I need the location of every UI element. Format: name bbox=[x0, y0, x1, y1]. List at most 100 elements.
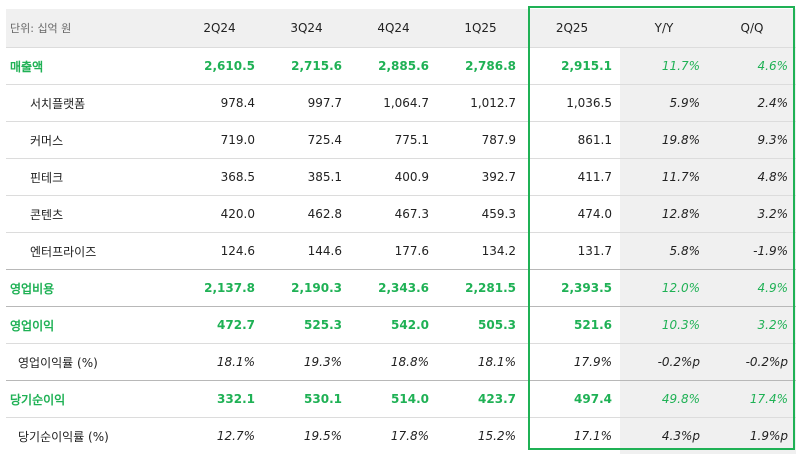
col-header: 4Q24 bbox=[377, 21, 410, 35]
cell: 2,885.6 bbox=[378, 59, 429, 73]
cell: 787.9 bbox=[481, 133, 516, 147]
cell: 4.3%p bbox=[620, 418, 708, 454]
cell: 385.1 bbox=[307, 170, 342, 184]
cell: 144.6 bbox=[307, 244, 342, 258]
table-row: 당기순이익률 (%) 12.7% 19.5% 17.8% 15.2% 17.1%… bbox=[6, 418, 796, 454]
cell: 423.7 bbox=[478, 392, 516, 406]
row-label: 영업이익률 (%) bbox=[18, 355, 98, 370]
cell: 131.7 bbox=[577, 244, 612, 258]
table-header: 단위: 십억 원 2Q24 3Q24 4Q24 1Q25 2Q25 Y/Y Q/… bbox=[6, 9, 796, 48]
cell: 332.1 bbox=[217, 392, 255, 406]
cell: 2,393.5 bbox=[561, 281, 612, 295]
table-row: 영업이익률 (%) 18.1% 19.3% 18.8% 18.1% 17.9% … bbox=[6, 344, 796, 381]
table-row: 영업비용 2,137.8 2,190.3 2,343.6 2,281.5 2,3… bbox=[6, 270, 796, 307]
cell: 392.7 bbox=[481, 170, 516, 184]
cell: 497.4 bbox=[574, 392, 612, 406]
cell: 2,137.8 bbox=[204, 281, 255, 295]
cell: 5.8% bbox=[620, 233, 708, 269]
cell: 2,190.3 bbox=[291, 281, 342, 295]
col-header: Q/Q bbox=[740, 21, 764, 35]
cell: 530.1 bbox=[304, 392, 342, 406]
row-label: 영업이익 bbox=[10, 318, 55, 333]
cell: 2,343.6 bbox=[378, 281, 429, 295]
cell: 2.4% bbox=[708, 85, 796, 121]
cell: 10.3% bbox=[620, 307, 708, 343]
cell: 17.9% bbox=[573, 355, 612, 369]
cell: 467.3 bbox=[394, 207, 429, 221]
table-row: 매출액 2,610.5 2,715.6 2,885.6 2,786.8 2,91… bbox=[6, 48, 796, 85]
cell: 2,786.8 bbox=[465, 59, 516, 73]
table-row: 핀테크 368.5 385.1 400.9 392.7 411.7 11.7% … bbox=[6, 159, 796, 196]
cell: 1,036.5 bbox=[566, 96, 612, 110]
cell: 18.8% bbox=[390, 355, 429, 369]
cell: 4.8% bbox=[708, 159, 796, 195]
cell: 775.1 bbox=[394, 133, 429, 147]
cell: 2,610.5 bbox=[204, 59, 255, 73]
cell: 2,715.6 bbox=[291, 59, 342, 73]
unit-label: 단위: 십억 원 bbox=[10, 22, 72, 35]
cell: 411.7 bbox=[577, 170, 612, 184]
cell: 2,915.1 bbox=[561, 59, 612, 73]
col-header: Y/Y bbox=[654, 21, 674, 35]
table-row: 서치플랫폼 978.4 997.7 1,064.7 1,012.7 1,036.… bbox=[6, 85, 796, 122]
cell: 17.4% bbox=[708, 381, 796, 417]
cell: 542.0 bbox=[391, 318, 429, 332]
row-label: 엔터프라이즈 bbox=[30, 244, 97, 259]
cell: 725.4 bbox=[307, 133, 342, 147]
financial-table: 단위: 십억 원 2Q24 3Q24 4Q24 1Q25 2Q25 Y/Y Q/… bbox=[6, 9, 796, 454]
cell: 134.2 bbox=[481, 244, 516, 258]
cell: 420.0 bbox=[220, 207, 255, 221]
table-row: 엔터프라이즈 124.6 144.6 177.6 134.2 131.7 5.8… bbox=[6, 233, 796, 270]
cell: 462.8 bbox=[307, 207, 342, 221]
cell: 49.8% bbox=[620, 381, 708, 417]
cell: 15.2% bbox=[477, 429, 516, 443]
cell: 11.7% bbox=[620, 48, 708, 84]
cell: 17.8% bbox=[390, 429, 429, 443]
cell: 505.3 bbox=[478, 318, 516, 332]
cell: 3.2% bbox=[708, 196, 796, 232]
cell: 12.8% bbox=[620, 196, 708, 232]
cell: 997.7 bbox=[307, 96, 342, 110]
cell: 18.1% bbox=[477, 355, 516, 369]
cell: -0.2%p bbox=[708, 344, 796, 380]
row-label: 당기순이익률 (%) bbox=[18, 429, 109, 444]
row-label: 커머스 bbox=[30, 133, 64, 148]
cell: 4.6% bbox=[708, 48, 796, 84]
cell: 525.3 bbox=[304, 318, 342, 332]
col-header: 3Q24 bbox=[290, 21, 323, 35]
col-header: 2Q25 bbox=[555, 21, 589, 35]
cell: 19.3% bbox=[303, 355, 342, 369]
cell: 19.5% bbox=[303, 429, 342, 443]
cell: -1.9% bbox=[708, 233, 796, 269]
row-label: 당기순이익 bbox=[10, 392, 66, 407]
table-row: 콘텐츠 420.0 462.8 467.3 459.3 474.0 12.8% … bbox=[6, 196, 796, 233]
cell: 9.3% bbox=[708, 122, 796, 158]
cell: 514.0 bbox=[391, 392, 429, 406]
table-row: 커머스 719.0 725.4 775.1 787.9 861.1 19.8% … bbox=[6, 122, 796, 159]
row-label: 영업비용 bbox=[10, 281, 55, 296]
cell: 124.6 bbox=[220, 244, 255, 258]
cell: 368.5 bbox=[220, 170, 255, 184]
cell: 861.1 bbox=[577, 133, 612, 147]
cell: 474.0 bbox=[577, 207, 612, 221]
cell: 11.7% bbox=[620, 159, 708, 195]
cell: 459.3 bbox=[481, 207, 516, 221]
table-row: 당기순이익 332.1 530.1 514.0 423.7 497.4 49.8… bbox=[6, 381, 796, 418]
row-label: 서치플랫폼 bbox=[30, 96, 86, 111]
cell: 3.2% bbox=[708, 307, 796, 343]
cell: 5.9% bbox=[620, 85, 708, 121]
cell: 1.9%p bbox=[708, 418, 796, 454]
cell: 177.6 bbox=[394, 244, 429, 258]
table-row: 영업이익 472.7 525.3 542.0 505.3 521.6 10.3%… bbox=[6, 307, 796, 344]
cell: 18.1% bbox=[216, 355, 255, 369]
cell: 2,281.5 bbox=[465, 281, 516, 295]
cell: 978.4 bbox=[220, 96, 255, 110]
cell: -0.2%p bbox=[620, 344, 708, 380]
cell: 521.6 bbox=[574, 318, 612, 332]
cell: 400.9 bbox=[394, 170, 429, 184]
cell: 719.0 bbox=[220, 133, 255, 147]
cell: 12.0% bbox=[620, 270, 708, 306]
cell: 4.9% bbox=[708, 270, 796, 306]
cell: 12.7% bbox=[216, 429, 255, 443]
cell: 472.7 bbox=[217, 318, 255, 332]
